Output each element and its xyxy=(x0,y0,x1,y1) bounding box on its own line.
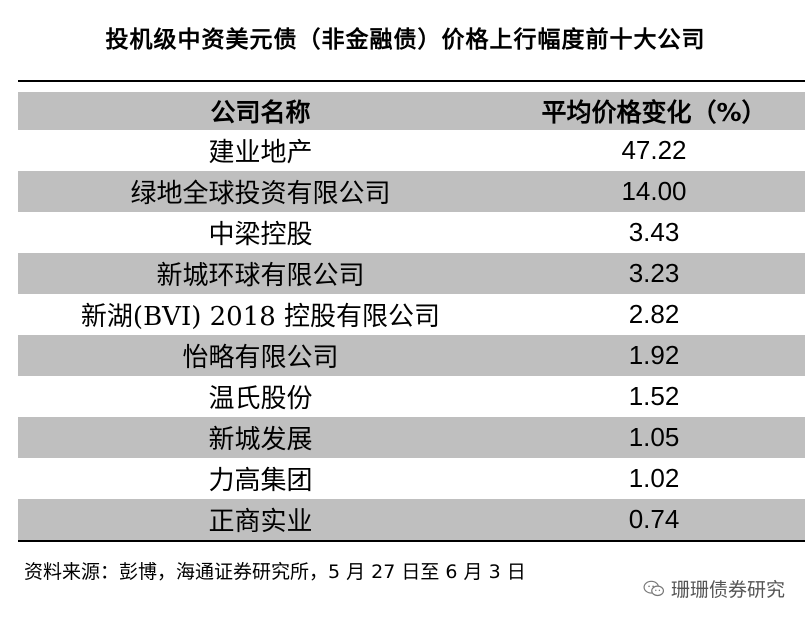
table-row: 中梁控股 3.43 xyxy=(18,212,805,253)
table-row: 新城环球有限公司 3.23 xyxy=(18,253,805,294)
table-row: 正商实业 0.74 xyxy=(18,499,805,540)
price-change-value: 1.92 xyxy=(628,340,680,370)
company-name: 新城环球有限公司 xyxy=(156,261,365,291)
table-row: 绿地全球投资有限公司 14.00 xyxy=(18,171,805,212)
company-name: 正商实业 xyxy=(208,507,313,537)
table-row: 温氏股份 1.52 xyxy=(18,376,805,417)
watermark: 珊珊债券研究 xyxy=(643,575,785,602)
price-change-value: 14.00 xyxy=(621,176,687,206)
price-change-value: 2.82 xyxy=(628,299,680,329)
company-name: 温氏股份 xyxy=(208,384,313,414)
table-header-row: 公司名称 平均价格变化（%） xyxy=(18,92,805,130)
table-row: 建业地产 47.22 xyxy=(18,130,805,171)
wechat-icon xyxy=(643,580,665,596)
price-change-value: 1.05 xyxy=(628,422,680,452)
price-change-value: 3.43 xyxy=(628,217,680,247)
table-top-rule xyxy=(18,80,805,82)
company-name: 绿地全球投资有限公司 xyxy=(130,179,391,209)
company-name: 新湖(BVI) 2018 控股有限公司 xyxy=(80,302,441,332)
table-row: 怡略有限公司 1.92 xyxy=(18,335,805,376)
watermark-text: 珊珊债券研究 xyxy=(670,579,785,601)
price-change-value: 47.22 xyxy=(621,135,687,165)
header-avg-price-change: 平均价格变化（%） xyxy=(541,98,767,127)
company-name: 建业地产 xyxy=(208,138,313,168)
table-row: 新城发展 1.05 xyxy=(18,417,805,458)
company-name: 怡略有限公司 xyxy=(182,343,339,373)
table-row: 新湖(BVI) 2018 控股有限公司 2.82 xyxy=(18,294,805,335)
table-bottom-rule xyxy=(18,540,805,542)
price-change-value: 1.02 xyxy=(628,463,680,493)
header-company-name: 公司名称 xyxy=(210,98,311,127)
table-row: 力高集团 1.02 xyxy=(18,458,805,499)
company-name: 新城发展 xyxy=(208,425,313,455)
price-change-value: 1.52 xyxy=(628,381,680,411)
price-change-value: 0.74 xyxy=(628,504,680,534)
table-title: 投机级中资美元债（非金融债）价格上行幅度前十大公司 xyxy=(105,27,706,53)
price-change-table: 公司名称 平均价格变化（%） 建业地产 47.22 绿地全球投资有限公司 14.… xyxy=(18,80,805,542)
company-name: 力高集团 xyxy=(208,466,313,496)
company-name: 中梁控股 xyxy=(208,220,313,250)
source-note: 资料来源：彭博，海通证券研究所，5 月 27 日至 6 月 3 日 xyxy=(24,561,526,583)
price-change-value: 3.23 xyxy=(628,258,680,288)
